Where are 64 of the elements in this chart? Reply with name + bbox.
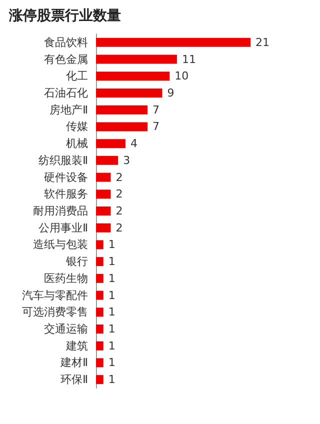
data-label: 1 (108, 255, 116, 268)
data-label: 2 (116, 204, 123, 218)
data-label: 4 (130, 137, 138, 150)
data-label: 1 (108, 306, 116, 319)
bar (96, 257, 104, 266)
y-tick-label: 银行 (65, 255, 88, 268)
data-label: 2 (116, 188, 123, 201)
bar (96, 156, 118, 165)
y-tick-label: 汽车与零配件 (22, 288, 88, 302)
bar (96, 324, 104, 334)
data-label: 2 (116, 221, 123, 234)
data-label: 1 (108, 238, 116, 252)
bar (96, 240, 104, 250)
y-tick-label: 公用事业Ⅱ (38, 221, 88, 234)
data-label: 9 (167, 86, 174, 100)
data-label: 1 (108, 322, 116, 336)
data-label: 2 (116, 170, 123, 184)
y-tick-label: 石油石化 (44, 86, 88, 100)
bar (96, 375, 104, 384)
bar (96, 206, 111, 216)
data-label: 1 (108, 356, 116, 370)
data-label: 10 (174, 70, 189, 83)
data-label: 1 (108, 373, 116, 386)
y-tick-label: 医药生物 (44, 272, 88, 285)
y-tick-label: 硬件设备 (44, 170, 88, 184)
y-tick-label: 有色金属 (44, 52, 88, 66)
data-label: 1 (108, 272, 116, 285)
data-label: 3 (123, 154, 130, 167)
bar (96, 72, 170, 81)
data-label: 11 (182, 52, 196, 66)
y-tick-label: 软件服务 (44, 188, 88, 201)
bar (96, 190, 111, 199)
y-tick-label: 传媒 (66, 120, 88, 134)
y-tick-label: 纺织服装Ⅱ (38, 154, 88, 167)
bar (96, 274, 104, 283)
bar (96, 223, 111, 232)
data-label: 1 (108, 288, 116, 302)
bar (96, 54, 177, 64)
y-tick-label: 可选消费零售 (22, 306, 88, 319)
y-tick-label: 交通运输 (44, 322, 88, 336)
y-tick-label: 化工 (66, 70, 88, 83)
bar (96, 38, 251, 47)
y-tick-label: 房地产Ⅱ (50, 103, 88, 116)
y-tick-label: 建筑 (65, 339, 88, 352)
data-label: 21 (256, 36, 270, 49)
bar (96, 105, 148, 114)
bar (96, 122, 148, 132)
bar (96, 290, 104, 300)
data-label: 1 (108, 339, 116, 352)
bar (96, 172, 111, 182)
data-label: 7 (152, 120, 160, 134)
bar (96, 308, 104, 317)
bar (96, 341, 104, 350)
y-tick-label: 建材Ⅱ (60, 356, 88, 370)
data-label: 7 (152, 103, 160, 116)
chart-title: 涨停股票行业数量 (8, 8, 121, 24)
y-tick-label: 耐用消费品 (33, 204, 88, 218)
y-tick-label: 机械 (66, 137, 88, 150)
y-tick-label: 造纸与包装 (33, 238, 88, 252)
y-tick-label: 环保Ⅱ (60, 373, 88, 386)
bar (96, 88, 162, 98)
bar (96, 358, 104, 368)
y-tick-label: 食品饮料 (44, 36, 88, 49)
bar (96, 139, 126, 148)
